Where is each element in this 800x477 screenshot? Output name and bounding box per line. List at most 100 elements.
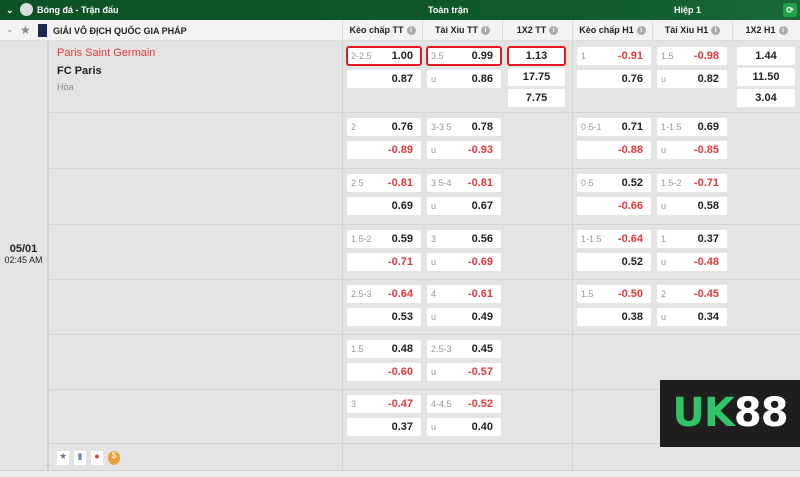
info-icon[interactable]: i [549, 26, 559, 36]
x12h1-odds-2[interactable]: 3.04 [737, 89, 795, 107]
ou1-odds-top[interactable]: 1.5-2 -0.71 [657, 174, 727, 192]
odds-value: -0.85 [693, 144, 719, 156]
collapse-icon[interactable]: ⌄ [6, 5, 14, 15]
team-away[interactable]: FC Paris [57, 65, 102, 77]
hc1-odds-top[interactable]: 1.5 -0.50 [577, 285, 651, 303]
ou1-odds-bottom[interactable]: u 0.82 [657, 70, 727, 88]
x12-odds-2[interactable]: 7.75 [508, 89, 565, 107]
hc-odds-top[interactable]: 2.5 -0.81 [347, 174, 421, 192]
draw-label: Hòa [57, 82, 74, 92]
info-icon[interactable]: i [711, 26, 721, 36]
hc1-odds-bottom[interactable]: -0.66 [577, 197, 651, 215]
ou1-odds-bottom[interactable]: u -0.48 [657, 253, 727, 271]
ou-odds-top[interactable]: 4 -0.61 [427, 285, 501, 303]
collapse-league-icon[interactable]: ⌄ [6, 24, 14, 34]
ou1-odds-top[interactable]: 1 0.37 [657, 230, 727, 248]
hc-odds-bottom[interactable]: -0.71 [347, 253, 421, 271]
hc-odds-bottom[interactable]: 0.37 [347, 418, 421, 436]
odds-line: u [661, 201, 667, 211]
x12-odds-0[interactable]: 1.13 [507, 46, 566, 66]
hc-odds-top[interactable]: 2-2.5 1.00 [346, 46, 422, 66]
refresh-button[interactable]: ⟳ [783, 3, 797, 17]
favorite-star-icon[interactable]: ★ [20, 23, 31, 37]
hc-odds-bottom[interactable]: -0.89 [347, 141, 421, 159]
ou-odds-top[interactable]: 3.5-4 -0.81 [427, 174, 501, 192]
x12h1-odds-1[interactable]: 11.50 [737, 68, 795, 86]
hc1-odds-bottom[interactable]: 0.38 [577, 308, 651, 326]
ou-odds-bottom[interactable]: u 0.40 [427, 418, 501, 436]
hc-odds-top[interactable]: 1.5 0.48 [347, 340, 421, 358]
hc-odds-top[interactable]: 2 0.76 [347, 118, 421, 136]
ou-odds-top[interactable]: 4-4.5 -0.52 [427, 395, 501, 413]
x12-odds-1[interactable]: 17.75 [508, 68, 565, 86]
hc1-odds-bottom[interactable]: 0.52 [577, 253, 651, 271]
ou-odds-bottom[interactable]: u 0.67 [427, 197, 501, 215]
odds-value: -0.71 [693, 177, 719, 189]
odds-line: u [661, 312, 667, 322]
hc1-odds-bottom[interactable]: 0.76 [577, 70, 651, 88]
odds-value: -0.88 [617, 144, 643, 156]
odds-value: -0.81 [387, 177, 413, 189]
hc-odds-bottom[interactable]: 0.69 [347, 197, 421, 215]
hot-icon[interactable]: ● [91, 451, 103, 465]
ou1-odds-top[interactable]: 1.5 -0.98 [657, 47, 727, 65]
hc-odds-bottom[interactable]: -0.60 [347, 363, 421, 381]
odds-value: 0.37 [391, 421, 413, 433]
star-icon[interactable]: ★ [57, 451, 69, 465]
ou-odds-bottom[interactable]: u -0.57 [427, 363, 501, 381]
column-header-5: 1X2 H1 i [732, 20, 800, 41]
odds-line: 1.5-2 [661, 178, 682, 188]
ou1-odds-top[interactable]: 2 -0.45 [657, 285, 727, 303]
hc-odds-top[interactable]: 3 -0.47 [347, 395, 421, 413]
info-icon[interactable]: i [481, 26, 490, 36]
ou-odds-bottom[interactable]: u -0.69 [427, 253, 501, 271]
match-date: 05/01 [9, 243, 38, 255]
odds-value: 0.82 [697, 73, 719, 85]
info-icon[interactable]: i [778, 26, 788, 36]
odds-line: u [431, 367, 437, 377]
x12h1-odds-0[interactable]: 1.44 [737, 47, 795, 65]
hc-odds-top[interactable]: 2.5-3 -0.64 [347, 285, 421, 303]
odds-value: -0.64 [387, 288, 413, 300]
column-header-label: Kèo chấp TT [349, 25, 404, 35]
top-bar: ⌄ Bóng đá - Trận đấu Toàn trận Hiệp 1 ⟳ [0, 0, 800, 20]
hc1-odds-top[interactable]: 0.5-1 0.71 [577, 118, 651, 136]
odds-line: u [431, 312, 437, 322]
hc-odds-bottom[interactable]: 0.87 [347, 70, 421, 88]
odds-value: 0.87 [391, 73, 413, 85]
odds-value: 0.71 [621, 121, 643, 133]
odds-value: -0.61 [467, 288, 493, 300]
ou-odds-bottom[interactable]: u -0.93 [427, 141, 501, 159]
team-home[interactable]: Paris Saint Germain [57, 47, 156, 59]
coin-icon[interactable]: $ [108, 451, 120, 465]
hc-odds-bottom[interactable]: 0.53 [347, 308, 421, 326]
info-icon[interactable]: i [406, 26, 416, 36]
odds-line: 4-4.5 [431, 399, 452, 409]
column-header-label: Kèo chấp H1 [579, 25, 634, 35]
ou1-odds-top[interactable]: 1-1.5 0.69 [657, 118, 727, 136]
ou-odds-bottom[interactable]: u 0.86 [427, 70, 501, 88]
odds-value: 0.99 [471, 50, 493, 62]
ou1-odds-bottom[interactable]: u 0.34 [657, 308, 727, 326]
stats-icon[interactable]: ▮ [74, 451, 86, 465]
column-divider [342, 41, 343, 470]
ou-odds-top[interactable]: 3.5 0.99 [426, 46, 502, 66]
hc-odds-top[interactable]: 1.5-2 0.59 [347, 230, 421, 248]
ou-odds-bottom[interactable]: u 0.49 [427, 308, 501, 326]
odds-line: 1 [661, 234, 667, 244]
hc1-odds-top[interactable]: 1-1.5 -0.64 [577, 230, 651, 248]
ou1-odds-bottom[interactable]: u -0.85 [657, 141, 727, 159]
column-header-0: Kèo chấp TT i [342, 20, 422, 41]
hc1-odds-top[interactable]: 0.5 0.52 [577, 174, 651, 192]
info-icon[interactable]: i [636, 26, 646, 36]
odds-row [48, 390, 800, 444]
ou-odds-top[interactable]: 2.5-3 0.45 [427, 340, 501, 358]
hc1-odds-bottom[interactable]: -0.88 [577, 141, 651, 159]
hc1-odds-top[interactable]: 1 -0.91 [577, 47, 651, 65]
ou1-odds-bottom[interactable]: u 0.58 [657, 197, 727, 215]
odds-row [48, 335, 800, 390]
odds-line: 0.5 [581, 178, 594, 188]
column-header-label: 1X2 TT [516, 25, 547, 35]
ou-odds-top[interactable]: 3-3.5 0.78 [427, 118, 501, 136]
ou-odds-top[interactable]: 3 0.56 [427, 230, 501, 248]
